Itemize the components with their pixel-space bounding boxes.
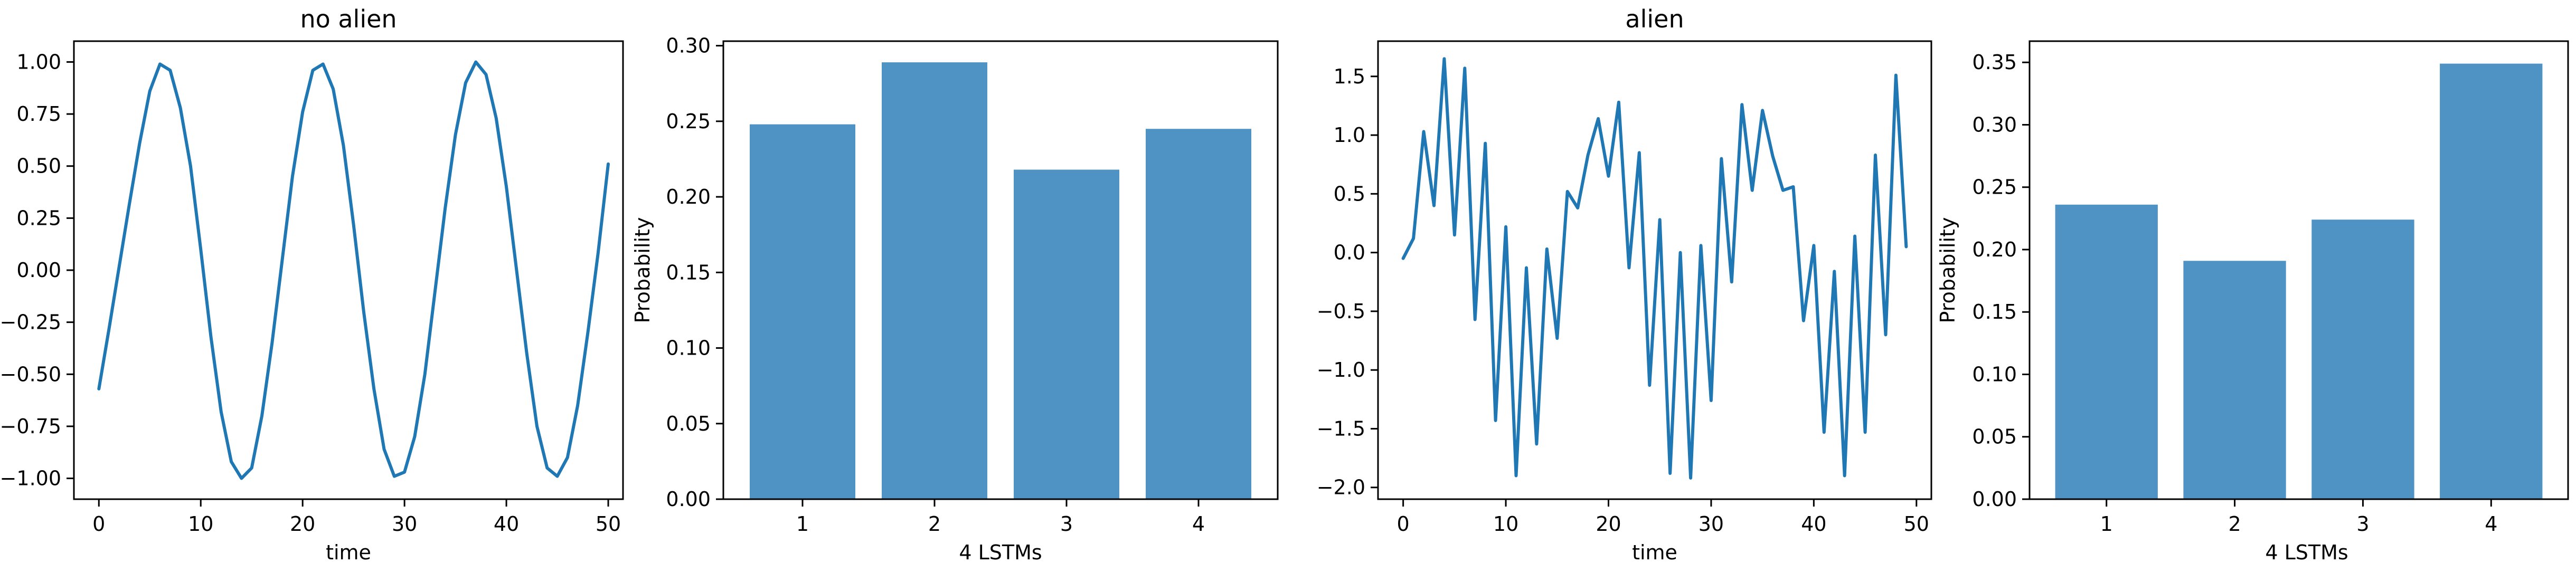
x-tick-label: 50: [1904, 512, 1929, 536]
y-tick-label: −0.50: [0, 363, 61, 386]
bar: [2055, 204, 2158, 499]
x-tick-label: 50: [596, 512, 621, 536]
x-axis-label: 4 LSTMs: [2265, 541, 2348, 564]
chart-title: alien: [1625, 5, 1684, 33]
y-tick-label: 1.5: [1334, 65, 1365, 88]
y-axis-label: Probability: [631, 217, 654, 323]
x-tick-label: 0: [1397, 512, 1410, 536]
x-axis-label: 4 LSTMs: [959, 541, 1042, 564]
x-tick-label: 20: [1596, 512, 1621, 536]
y-tick-label: 0.20: [666, 185, 711, 208]
y-tick-label: 0.25: [16, 206, 61, 230]
y-tick-label: 0.50: [16, 155, 61, 178]
x-tick-label: 1: [796, 512, 809, 536]
bar-chart-alien-probability: 4 LSTMs Probability 1 2 3 4 0.00 0.05 0.10 0.15…: [1936, 40, 2569, 564]
y-tick-label: −1.0: [1317, 358, 1365, 382]
x-axis-label: time: [326, 541, 371, 564]
bar: [2183, 261, 2286, 499]
x-tick-label: 1: [2100, 512, 2113, 536]
y-tick-label: 0.30: [666, 34, 711, 58]
y-tick-label: 0.05: [666, 412, 711, 435]
y-tick-label: 0.35: [1972, 51, 2017, 74]
y-tick-label: 0.25: [666, 110, 711, 133]
series-line: [1401, 57, 1908, 480]
y-tick-label: −0.25: [0, 311, 61, 334]
x-tick-label: 0: [92, 512, 105, 536]
x-tick-label: 4: [1192, 512, 1205, 536]
x-axis-label: time: [1632, 541, 1677, 564]
y-tick-label: −0.75: [0, 415, 61, 438]
y-tick-label: −0.5: [1317, 300, 1365, 323]
chart-title: no alien: [300, 5, 397, 33]
y-tick-label: 0.20: [1972, 238, 2017, 261]
x-tick-label: 4: [2485, 512, 2497, 536]
y-tick-label: −1.00: [0, 467, 61, 490]
y-tick-label: 0.75: [16, 102, 61, 126]
x-tick-label: 20: [290, 512, 315, 536]
y-tick-label: 0.10: [666, 337, 711, 360]
bar: [2440, 63, 2543, 500]
line-chart-no-alien: no alien time 0 10 20 30 40 50 −1.00 −0.75 −0.50…: [0, 5, 624, 564]
x-tick-label: 3: [2356, 512, 2369, 536]
line-chart-alien: alien time 0 10 20 30 40 50 −2.0 −1.5 −1.0 −0.5 0.…: [1317, 5, 1932, 564]
y-tick-label: 0.30: [1972, 113, 2017, 136]
y-tick-label: 1.0: [1334, 123, 1365, 147]
y-tick-label: 0.15: [666, 261, 711, 284]
y-tick-label: 0.00: [666, 488, 711, 511]
y-tick-label: 0.00: [16, 259, 61, 282]
y-tick-label: 0.0: [1334, 241, 1365, 264]
bar: [2311, 220, 2414, 499]
x-tick-label: 10: [1493, 512, 1518, 536]
y-tick-label: 1.00: [16, 50, 61, 73]
x-tick-label: 10: [188, 512, 213, 536]
y-tick-label: 0.10: [1972, 363, 2017, 386]
series-line: [97, 60, 610, 480]
x-tick-label: 30: [392, 512, 417, 536]
y-tick-label: −2.0: [1317, 476, 1365, 499]
axes-frame: [73, 40, 624, 500]
x-tick-label: 40: [1801, 512, 1826, 536]
x-tick-label: 2: [928, 512, 941, 536]
y-tick-label: 0.15: [1972, 300, 2017, 323]
bar: [1014, 169, 1119, 499]
y-tick-label: 0.25: [1972, 176, 2017, 199]
bar: [1146, 129, 1251, 499]
bar: [882, 62, 987, 500]
x-tick-label: 30: [1699, 512, 1724, 536]
x-tick-label: 3: [1060, 512, 1073, 536]
y-axis-label: Probability: [1936, 217, 1959, 323]
y-tick-label: −1.5: [1317, 417, 1365, 440]
bar-chart-no-alien-probability: 4 LSTMs Probability 1 2 3 4 0.00 0.05 0.10 0.15…: [631, 34, 1279, 564]
bar: [750, 124, 855, 500]
y-tick-label: 0.05: [1972, 425, 2017, 449]
axes-frame: [722, 40, 1279, 500]
y-tick-label: 0.5: [1334, 182, 1365, 205]
axes-frame: [1377, 40, 1932, 500]
x-tick-label: 40: [494, 512, 519, 536]
y-tick-label: 0.00: [1972, 488, 2017, 511]
x-tick-label: 2: [2228, 512, 2241, 536]
axes-frame: [2028, 40, 2569, 500]
